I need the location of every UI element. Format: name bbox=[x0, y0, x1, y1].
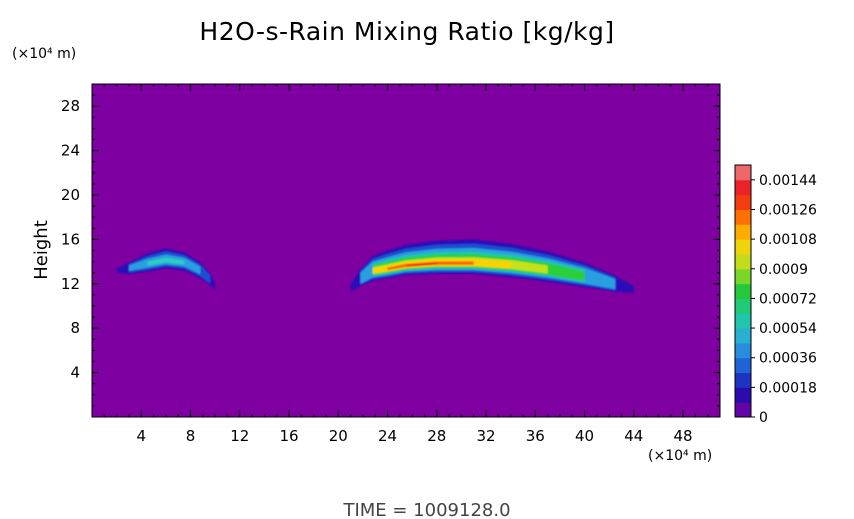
colorbar-band bbox=[735, 357, 751, 374]
right-field-level-7 bbox=[387, 261, 474, 271]
colorbar-band bbox=[735, 224, 751, 240]
y-tick-label: 12 bbox=[61, 275, 80, 293]
colorbar-label: 0.00036 bbox=[759, 351, 817, 367]
colorbar-label: 0.00126 bbox=[759, 202, 817, 218]
time-label: TIME = 1009128.0 bbox=[342, 500, 510, 519]
y-tick-label: 8 bbox=[70, 319, 80, 337]
chart-title: H2O-s-Rain Mixing Ratio [kg/kg] bbox=[199, 17, 614, 46]
x-tick-label: 24 bbox=[378, 427, 397, 445]
x-tick-label: 28 bbox=[427, 427, 446, 445]
x-tick-label: 44 bbox=[624, 427, 643, 445]
y-axis-label: Height bbox=[31, 220, 52, 280]
colorbar-band bbox=[735, 253, 751, 270]
y-tick-label: 28 bbox=[61, 97, 80, 115]
colorbar-band bbox=[735, 283, 751, 299]
y-tick-label: 16 bbox=[61, 230, 80, 248]
colorbar-label: 0.0009 bbox=[759, 262, 808, 278]
colorbar-band bbox=[735, 268, 751, 285]
x-axis: 4 8 12 16 20 24 28 32 36 40 44 48 bbox=[103, 84, 709, 445]
colorbar: 0.00144 0.00126 0.00108 0.0009 0.00072 0.0005… bbox=[734, 164, 817, 426]
colorbar-band bbox=[735, 179, 751, 196]
colorbar-band bbox=[735, 342, 751, 359]
y-tick-label: 20 bbox=[61, 186, 80, 204]
colorbar-band bbox=[735, 402, 751, 418]
colorbar-band bbox=[735, 298, 751, 314]
colorbar-band bbox=[735, 387, 751, 403]
heatmap-fields bbox=[116, 239, 634, 293]
left-field-level-3 bbox=[147, 257, 185, 266]
colorbar-label: 0.00072 bbox=[759, 291, 817, 307]
colorbar-band bbox=[735, 209, 751, 225]
y-tick-label: 4 bbox=[70, 364, 80, 382]
x-tick-label: 20 bbox=[329, 427, 348, 445]
colorbar-label: 0.00108 bbox=[759, 232, 817, 248]
x-tick-label: 48 bbox=[674, 427, 693, 445]
y-axis: 4 8 12 16 20 24 28 bbox=[61, 94, 720, 407]
colorbar-band bbox=[735, 165, 751, 181]
colorbar-label: 0 bbox=[759, 410, 768, 426]
x-tick-label: 32 bbox=[476, 427, 495, 445]
colorbar-frame bbox=[734, 164, 752, 418]
right-field-level-6 bbox=[372, 259, 511, 274]
right-field-level-8 bbox=[406, 262, 437, 267]
x-tick-label: 8 bbox=[186, 427, 196, 445]
colorbar-band bbox=[735, 194, 751, 210]
colorbar-band bbox=[735, 313, 751, 329]
colorbar-label: 0.00144 bbox=[759, 173, 817, 189]
y-tick-label: 24 bbox=[61, 142, 80, 160]
left-field-level-2 bbox=[128, 254, 201, 275]
colorbar-label: 0.00018 bbox=[759, 380, 817, 396]
x-tick-label: 12 bbox=[230, 427, 249, 445]
y-axis-unit: (×10⁴ m) bbox=[12, 46, 76, 62]
colorbar-band bbox=[735, 239, 751, 255]
x-tick-label: 36 bbox=[526, 427, 545, 445]
colorbar-label: 0.00054 bbox=[759, 321, 817, 337]
x-tick-label: 16 bbox=[279, 427, 298, 445]
colorbar-band bbox=[735, 372, 751, 388]
x-tick-label: 4 bbox=[136, 427, 146, 445]
x-axis-unit: (×10⁴ m) bbox=[648, 448, 712, 464]
colorbar-band bbox=[735, 328, 751, 344]
x-tick-label: 40 bbox=[575, 427, 594, 445]
